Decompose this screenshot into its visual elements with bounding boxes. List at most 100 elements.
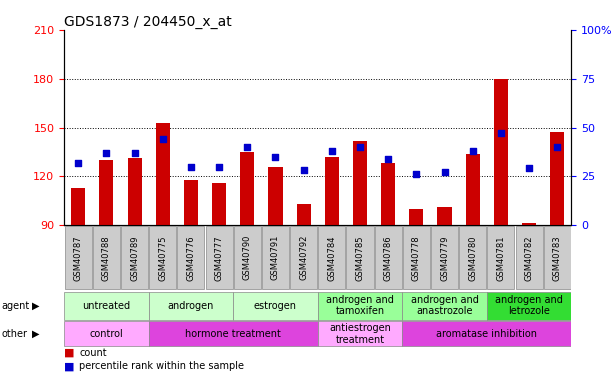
Bar — [268, 166, 282, 225]
Text: count: count — [79, 348, 107, 358]
Bar — [402, 321, 571, 346]
Bar — [459, 226, 486, 290]
Bar — [177, 226, 205, 290]
Text: GSM40775: GSM40775 — [158, 235, 167, 280]
Text: ■: ■ — [64, 348, 75, 358]
Bar — [212, 183, 226, 225]
Point — [73, 160, 83, 166]
Bar — [403, 226, 430, 290]
Bar — [156, 123, 170, 225]
Point — [158, 136, 167, 142]
Point — [524, 165, 534, 171]
Bar — [409, 209, 423, 225]
Bar — [516, 226, 543, 290]
Text: untreated: untreated — [82, 301, 131, 310]
Bar — [494, 79, 508, 225]
Text: ▶: ▶ — [32, 301, 39, 310]
Point — [355, 144, 365, 150]
Point — [243, 144, 252, 150]
Text: GSM40787: GSM40787 — [74, 235, 82, 280]
Bar — [487, 291, 571, 320]
Point — [186, 164, 196, 170]
Text: agent: agent — [1, 301, 29, 310]
Bar — [318, 226, 345, 290]
Bar — [148, 321, 318, 346]
Bar — [148, 291, 233, 320]
Bar — [488, 226, 514, 290]
Text: GSM40782: GSM40782 — [524, 235, 533, 280]
Text: other: other — [1, 329, 27, 339]
Bar — [381, 163, 395, 225]
Text: GSM40792: GSM40792 — [299, 235, 308, 280]
Text: androgen and
tamoxifen: androgen and tamoxifen — [326, 295, 394, 316]
Text: GSM40781: GSM40781 — [496, 235, 505, 280]
Bar — [522, 224, 536, 225]
Text: GSM40780: GSM40780 — [468, 235, 477, 280]
Text: hormone treatment: hormone treatment — [185, 329, 281, 339]
Point — [101, 150, 111, 156]
Bar — [550, 132, 564, 225]
Text: GSM40789: GSM40789 — [130, 235, 139, 280]
Text: antiestrogen
treatment: antiestrogen treatment — [329, 323, 391, 345]
Bar — [431, 226, 458, 290]
Bar — [205, 226, 233, 290]
Bar — [64, 291, 148, 320]
Text: estrogen: estrogen — [254, 301, 297, 310]
Text: GSM40790: GSM40790 — [243, 235, 252, 280]
Point — [271, 154, 280, 160]
Text: aromatase inhibition: aromatase inhibition — [436, 329, 537, 339]
Point — [411, 171, 421, 177]
Text: GSM40777: GSM40777 — [214, 235, 224, 280]
Bar — [325, 157, 339, 225]
Text: control: control — [90, 329, 123, 339]
Text: ■: ■ — [64, 362, 75, 371]
Text: GSM40778: GSM40778 — [412, 235, 421, 280]
Text: GSM40784: GSM40784 — [327, 235, 336, 280]
Point — [383, 156, 393, 162]
Text: GSM40788: GSM40788 — [102, 235, 111, 280]
Bar — [318, 291, 402, 320]
Text: androgen and
letrozole: androgen and letrozole — [495, 295, 563, 316]
Bar — [234, 226, 261, 290]
Bar — [318, 321, 402, 346]
Text: percentile rank within the sample: percentile rank within the sample — [79, 362, 244, 371]
Text: GSM40785: GSM40785 — [356, 235, 365, 280]
Text: androgen: androgen — [168, 301, 214, 310]
Bar — [64, 321, 148, 346]
Bar — [290, 226, 317, 290]
Bar — [100, 160, 114, 225]
Point — [214, 164, 224, 170]
Text: GSM40783: GSM40783 — [553, 235, 562, 280]
Text: ▶: ▶ — [32, 329, 39, 339]
Bar — [437, 207, 452, 225]
Point — [299, 167, 309, 173]
Point — [130, 150, 139, 156]
Point — [327, 148, 337, 154]
Text: GSM40779: GSM40779 — [440, 235, 449, 280]
Bar — [149, 226, 177, 290]
Text: GDS1873 / 204450_x_at: GDS1873 / 204450_x_at — [64, 15, 232, 29]
Text: GSM40776: GSM40776 — [186, 235, 196, 280]
Bar — [296, 204, 310, 225]
Bar — [93, 226, 120, 290]
Bar — [128, 158, 142, 225]
Bar — [233, 291, 318, 320]
Text: GSM40786: GSM40786 — [384, 235, 393, 280]
Text: GSM40791: GSM40791 — [271, 235, 280, 280]
Point — [496, 130, 506, 136]
Bar — [402, 291, 487, 320]
Point — [440, 170, 450, 176]
Bar — [544, 226, 571, 290]
Point — [552, 144, 562, 150]
Bar — [240, 152, 254, 225]
Bar — [262, 226, 289, 290]
Bar — [466, 153, 480, 225]
Bar — [184, 180, 198, 225]
Bar — [71, 188, 86, 225]
Text: androgen and
anastrozole: androgen and anastrozole — [411, 295, 478, 316]
Bar — [346, 226, 373, 290]
Bar — [65, 226, 92, 290]
Bar — [121, 226, 148, 290]
Bar — [353, 141, 367, 225]
Point — [468, 148, 478, 154]
